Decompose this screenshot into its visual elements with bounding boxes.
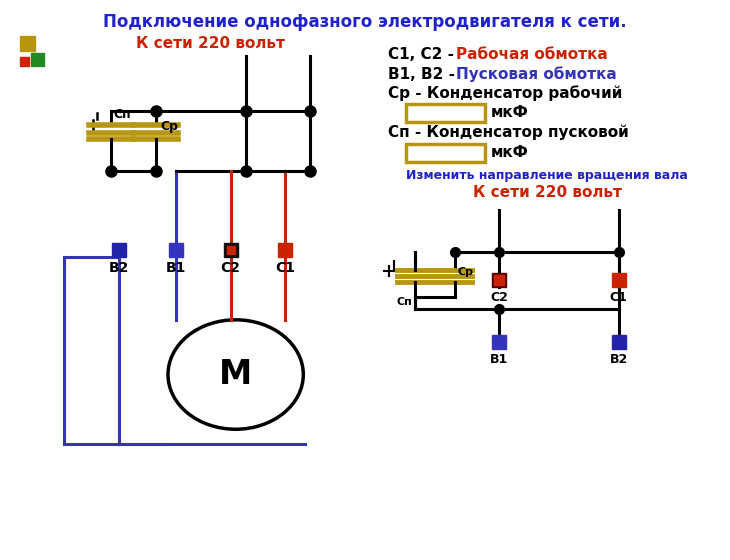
Text: С2: С2: [220, 261, 241, 275]
Bar: [494, 275, 504, 285]
Text: В1, В2 -: В1, В2 -: [388, 67, 460, 82]
Text: М: М: [219, 358, 253, 391]
Text: Сп - Конденсатор пусковой: Сп - Конденсатор пусковой: [388, 125, 629, 141]
Bar: [612, 273, 626, 287]
Text: Изменить направление вращения вала: Изменить направление вращения вала: [406, 169, 688, 182]
Bar: [31, 53, 44, 66]
Text: В2: В2: [610, 353, 628, 366]
Text: С1: С1: [275, 261, 296, 275]
Text: В1: В1: [491, 353, 509, 366]
Text: мкФ: мкФ: [491, 145, 528, 160]
Text: К сети 220 вольт: К сети 220 вольт: [137, 36, 285, 51]
Text: К сети 220 вольт: К сети 220 вольт: [472, 185, 621, 200]
Bar: [612, 335, 626, 349]
Bar: [278, 243, 292, 257]
Text: Сп: Сп: [396, 297, 412, 307]
Text: Рабочая обмотка: Рабочая обмотка: [456, 46, 607, 62]
Bar: [112, 243, 126, 257]
Text: В1: В1: [166, 261, 186, 275]
Text: С2: С2: [491, 291, 508, 304]
Text: Ср: Ср: [458, 267, 474, 277]
Text: В2: В2: [109, 261, 129, 275]
Text: Подключение однофазного электродвигателя к сети.: Подключение однофазного электродвигателя…: [103, 13, 627, 31]
Bar: [20, 36, 34, 51]
Text: Пусковая обмотка: Пусковая обмотка: [456, 66, 616, 82]
Text: мкФ: мкФ: [491, 105, 528, 120]
Text: Сп: Сп: [113, 108, 131, 121]
Bar: [406, 144, 485, 162]
Text: Ср - Конденсатор рабочий: Ср - Конденсатор рабочий: [388, 85, 622, 101]
Bar: [492, 273, 507, 287]
Text: С1: С1: [610, 291, 628, 304]
Bar: [169, 243, 183, 257]
Bar: [406, 104, 485, 122]
Bar: [227, 246, 234, 254]
Bar: [223, 243, 238, 257]
Text: Ср: Ср: [160, 120, 178, 133]
Bar: [492, 335, 507, 349]
Bar: [20, 57, 28, 66]
Text: С1, С2 -: С1, С2 -: [388, 46, 459, 62]
